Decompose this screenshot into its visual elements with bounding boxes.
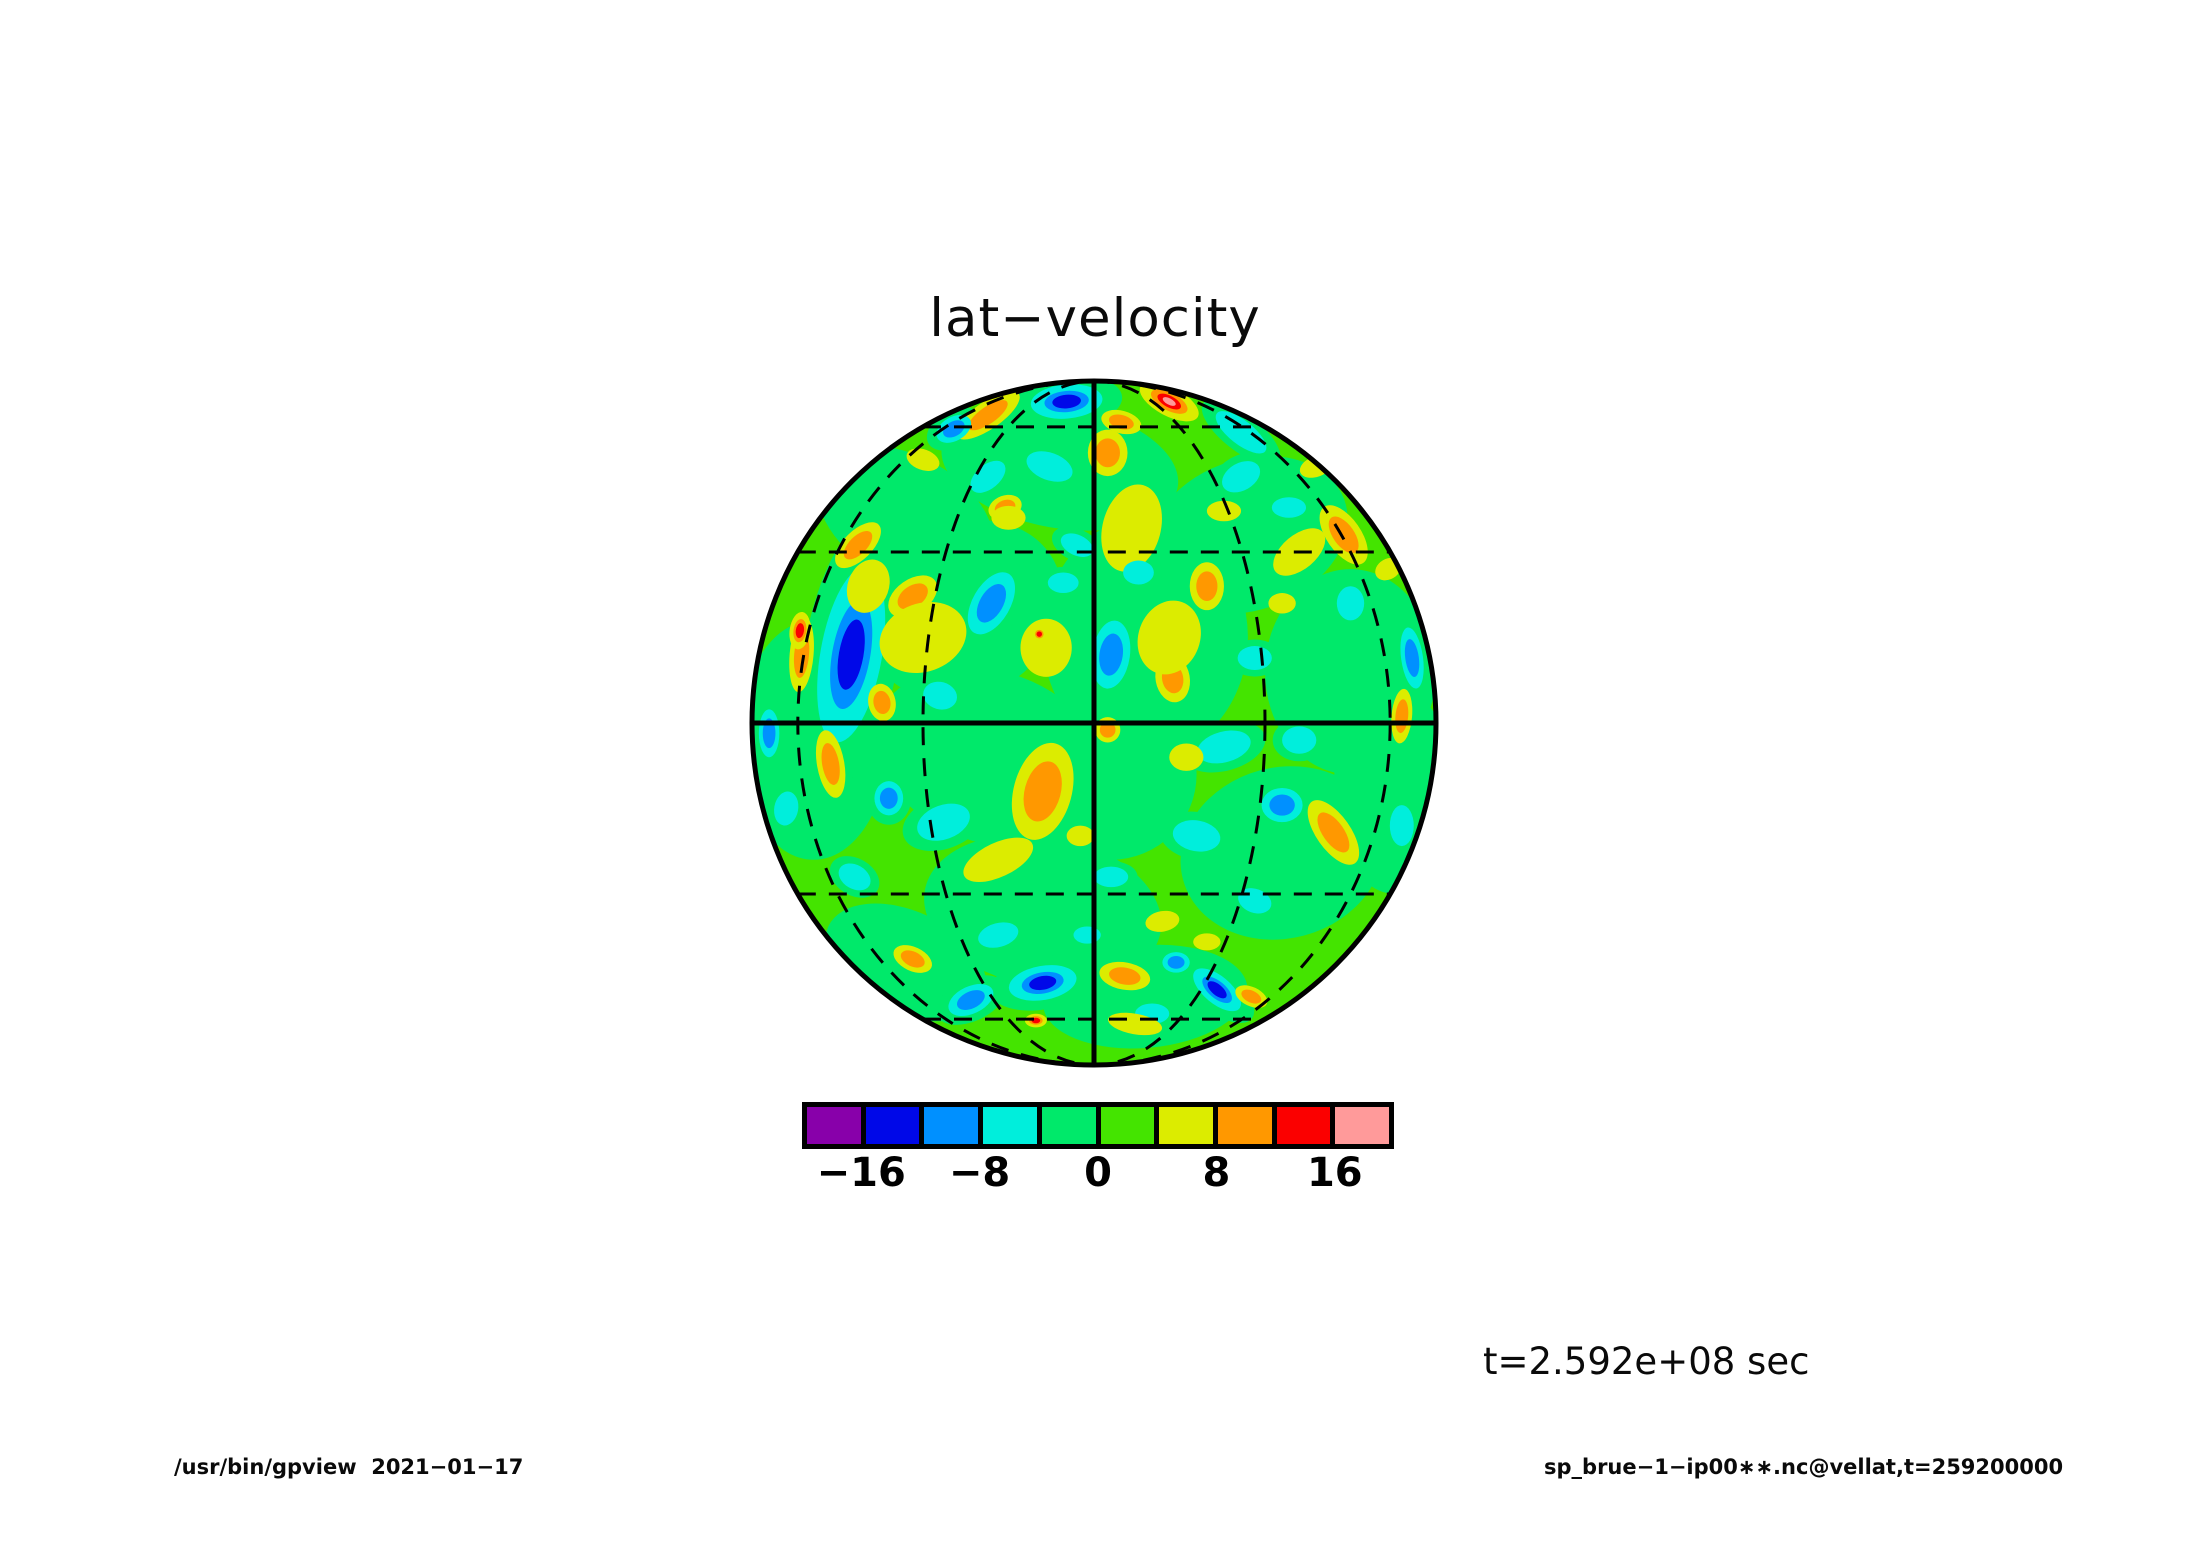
- footer-source-file: sp_brue−1−ip00∗∗.nc@vellat,t=259200000: [1544, 1455, 2064, 1479]
- field-cold-spot: [837, 619, 865, 690]
- field-cold-spot: [1271, 497, 1307, 518]
- field-cold-spot: [1123, 560, 1154, 585]
- field-cold-spot: [1094, 866, 1129, 888]
- field-cold-spot: [762, 718, 776, 749]
- colorbar-cell: [924, 1107, 979, 1144]
- field-warm-spot: [1023, 761, 1062, 822]
- field-cold-spot: [1026, 451, 1073, 482]
- field-warm-spot: [1196, 571, 1218, 602]
- field-cold-spot: [943, 420, 965, 438]
- colorbar-cell: [1100, 1107, 1155, 1144]
- graticule: [753, 382, 1435, 1064]
- field-cold-spot: [956, 990, 985, 1010]
- field-cold-spot: [1282, 726, 1317, 754]
- field-warm-spot: [991, 505, 1026, 530]
- field-warm-spot: [906, 448, 940, 471]
- field-cold-spot: [1052, 394, 1081, 409]
- field-warm-spot: [879, 601, 967, 674]
- field-warm-spot: [963, 837, 1034, 883]
- field-green-patch: [1025, 688, 1197, 860]
- field-cold-spot: [1197, 730, 1251, 764]
- field-cold-spot: [976, 584, 1007, 623]
- field-warm-spot: [795, 623, 805, 639]
- field-warm-spot: [1066, 825, 1094, 847]
- field-warm-spot: [1206, 500, 1242, 522]
- field-cold-spot: [1099, 633, 1124, 676]
- field-warm-spot: [843, 530, 873, 560]
- field-warm-spot: [1020, 618, 1072, 677]
- field-cold-spot: [1215, 411, 1267, 454]
- field-cold-spot: [1073, 926, 1101, 944]
- field-cold-spot: [1237, 646, 1272, 670]
- field-warm-spot: [1095, 438, 1120, 468]
- sphere-outline: [749, 378, 1439, 1068]
- field-cold-spot: [1336, 586, 1365, 621]
- field-cold-spot: [879, 787, 898, 809]
- field-warm-spot: [821, 743, 840, 785]
- field-cold-spot: [1404, 639, 1420, 677]
- field-cold-spot: [1167, 956, 1185, 969]
- field-cold-spot: [1269, 794, 1295, 816]
- colorbar-cell: [1159, 1107, 1213, 1144]
- field-warm-spot: [1169, 743, 1204, 771]
- colorbar-cell: [1335, 1107, 1390, 1144]
- field-cold-spot: [1029, 975, 1057, 991]
- field-cold-spot: [978, 922, 1019, 948]
- colorbar: [802, 1102, 1394, 1149]
- field-cold-spot: [1222, 461, 1261, 493]
- field-warm-spot: [1109, 967, 1141, 985]
- field-warm-spot: [1137, 600, 1201, 675]
- field-warm-spot: [1099, 721, 1116, 738]
- colorbar-cell: [1276, 1107, 1331, 1144]
- field-warm-spot: [1162, 397, 1176, 406]
- field-warm-spot: [1101, 484, 1162, 572]
- field-warm-spot: [900, 950, 925, 968]
- field-cold-spot: [1389, 805, 1414, 847]
- field-cold-spot: [774, 791, 799, 826]
- colorbar-cell: [865, 1107, 920, 1144]
- field-warm-spot: [1036, 631, 1043, 637]
- field-warm-spot: [873, 690, 891, 715]
- field-warm-spot: [846, 559, 890, 613]
- field-warm-spot: [1241, 989, 1262, 1004]
- colorbar-cell: [983, 1107, 1037, 1144]
- field-warm-spot: [1268, 593, 1296, 614]
- time-annotation: t=2.592e+08 sec: [1483, 1340, 1810, 1383]
- field-cold-spot: [1207, 981, 1227, 999]
- colorbar-cell: [1041, 1107, 1096, 1144]
- field-cold-spot: [1172, 820, 1221, 852]
- field-cold-spot: [838, 863, 871, 891]
- field-warm-spot: [1193, 933, 1221, 951]
- field-warm-spot: [1317, 812, 1350, 853]
- field-cold-spot: [1047, 572, 1079, 594]
- field-warm-spot: [1145, 910, 1180, 932]
- footer-program-date: /usr/bin/gpview 2021−01−17: [174, 1455, 524, 1479]
- colorbar-cell: [807, 1107, 861, 1144]
- plot-title: lat−velocity: [929, 288, 1261, 349]
- field-cold-spot: [923, 681, 957, 710]
- field-warm-spot: [968, 400, 1008, 431]
- colorbar-cell: [1217, 1107, 1272, 1144]
